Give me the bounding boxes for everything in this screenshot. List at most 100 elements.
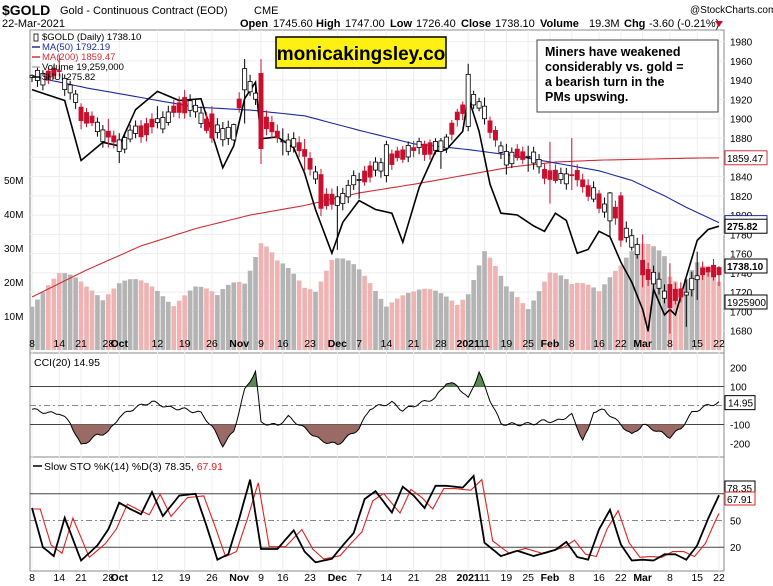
price-candle bbox=[280, 128, 286, 156]
volume-bar bbox=[62, 273, 68, 350]
svg-text:Volume 19,259,000: Volume 19,259,000 bbox=[42, 62, 124, 73]
x-tick-label: Nov bbox=[229, 338, 249, 350]
volume-bar bbox=[187, 290, 193, 350]
x-tick-label: 14 bbox=[381, 338, 393, 350]
price-candle bbox=[313, 165, 318, 185]
svg-text:78.35: 78.35 bbox=[727, 484, 752, 495]
price-tick-label: 1780 bbox=[730, 230, 753, 241]
price-candle bbox=[176, 96, 182, 119]
volume-bar bbox=[700, 266, 705, 350]
volume-bar bbox=[520, 303, 526, 350]
price-tick-label: 1760 bbox=[730, 250, 753, 261]
volume-bar bbox=[35, 299, 40, 350]
volume-bar bbox=[427, 289, 433, 350]
volume-bar bbox=[318, 281, 324, 350]
volume-bar bbox=[438, 293, 444, 350]
price-candle bbox=[460, 101, 466, 121]
price-candle bbox=[383, 140, 389, 183]
volume-bar bbox=[705, 271, 711, 350]
price-candle bbox=[449, 120, 455, 141]
price-tick-label: 1700 bbox=[730, 307, 753, 318]
svg-text:1859.47: 1859.47 bbox=[727, 154, 764, 165]
price-candle bbox=[351, 170, 357, 190]
low-value: 1726.40 bbox=[416, 18, 456, 30]
price-candle bbox=[482, 97, 488, 125]
price-candle bbox=[323, 188, 329, 210]
x-tick-label: 22 bbox=[713, 572, 725, 584]
price-candle bbox=[443, 134, 449, 154]
volume-bar bbox=[204, 288, 209, 350]
volume-bar bbox=[138, 280, 144, 350]
x-tick-label: 19 bbox=[501, 338, 513, 350]
volume-bar bbox=[476, 265, 482, 350]
x-tick-label: Dec bbox=[328, 572, 347, 584]
volume-bar bbox=[95, 295, 100, 350]
price-candle bbox=[362, 165, 368, 186]
annotation-line: Miners have weakened bbox=[545, 45, 680, 59]
price-candle bbox=[253, 86, 259, 105]
svg-text:$HUI 275.82: $HUI 275.82 bbox=[42, 72, 95, 83]
volume-bar bbox=[356, 269, 362, 350]
volume-bar bbox=[716, 281, 722, 350]
cci-tick-label: -200 bbox=[730, 440, 750, 451]
x-tick-label: 2021 bbox=[457, 572, 481, 584]
x-tick-label: Dec bbox=[328, 338, 347, 350]
volume-bar bbox=[324, 270, 329, 350]
price-label-vol: 1925900 bbox=[724, 294, 768, 310]
price-candle bbox=[231, 123, 237, 141]
volume-bar bbox=[291, 273, 297, 350]
sto-tick-label: 20 bbox=[730, 543, 742, 554]
price-candle bbox=[187, 94, 193, 117]
price-candle bbox=[547, 141, 553, 204]
price-candle bbox=[100, 125, 106, 148]
price-candle bbox=[596, 190, 602, 214]
price-candle bbox=[542, 163, 547, 185]
volume-bar bbox=[269, 252, 275, 350]
volume-bar bbox=[689, 270, 695, 350]
x-tick-label: 8 bbox=[569, 572, 575, 584]
price-candle bbox=[373, 157, 378, 177]
volume-bar bbox=[558, 275, 564, 350]
annotation-box bbox=[536, 39, 719, 113]
price-candle bbox=[89, 111, 95, 127]
volume-bar bbox=[444, 296, 449, 350]
price-candle bbox=[405, 141, 411, 163]
x-tick-label: 14 bbox=[53, 338, 65, 350]
price-candle bbox=[552, 164, 558, 184]
legend-item: MA(50) 1792.19 bbox=[32, 42, 110, 53]
price-candle bbox=[716, 266, 722, 287]
price-candle bbox=[138, 120, 144, 143]
volume-bar bbox=[400, 295, 406, 350]
volume-bar bbox=[127, 279, 133, 350]
x-tick-label: 8 bbox=[667, 338, 673, 350]
volume-bar bbox=[694, 262, 700, 350]
price-candle bbox=[454, 108, 460, 127]
volume-bar bbox=[122, 280, 128, 350]
svg-text:MA(50) 1792.19: MA(50) 1792.19 bbox=[42, 42, 110, 53]
price-candle bbox=[296, 136, 302, 158]
price-candle bbox=[514, 144, 520, 161]
volume-bar bbox=[231, 282, 237, 350]
volume-bar bbox=[46, 285, 51, 350]
price-candle bbox=[591, 181, 597, 203]
price-label-ma200: 1859.47 bbox=[724, 150, 768, 166]
ma50-line bbox=[31, 75, 720, 224]
x-tick-label: 15 bbox=[691, 572, 703, 584]
price-candle bbox=[345, 179, 351, 204]
open-value: 1745.60 bbox=[273, 18, 313, 30]
legend-item: $GOLD (Daily) 1738.10 bbox=[33, 32, 141, 43]
volume-bar bbox=[73, 277, 78, 350]
svg-text:$GOLD (Daily) 1738.10: $GOLD (Daily) 1738.10 bbox=[42, 32, 141, 43]
chg-label: Chg bbox=[624, 18, 645, 30]
volume-bar bbox=[514, 297, 520, 350]
x-tick-label: 7 bbox=[356, 338, 362, 350]
volume-bar bbox=[78, 281, 84, 350]
volume-bar bbox=[242, 283, 247, 350]
volume-bar bbox=[498, 275, 504, 350]
x-tick-label: 26 bbox=[206, 572, 218, 584]
price-candle bbox=[67, 80, 73, 100]
price-candle bbox=[607, 191, 613, 237]
high-value: 1747.00 bbox=[345, 18, 385, 30]
svg-text:14.95: 14.95 bbox=[728, 399, 753, 410]
x-tick-label: 14 bbox=[53, 572, 65, 584]
